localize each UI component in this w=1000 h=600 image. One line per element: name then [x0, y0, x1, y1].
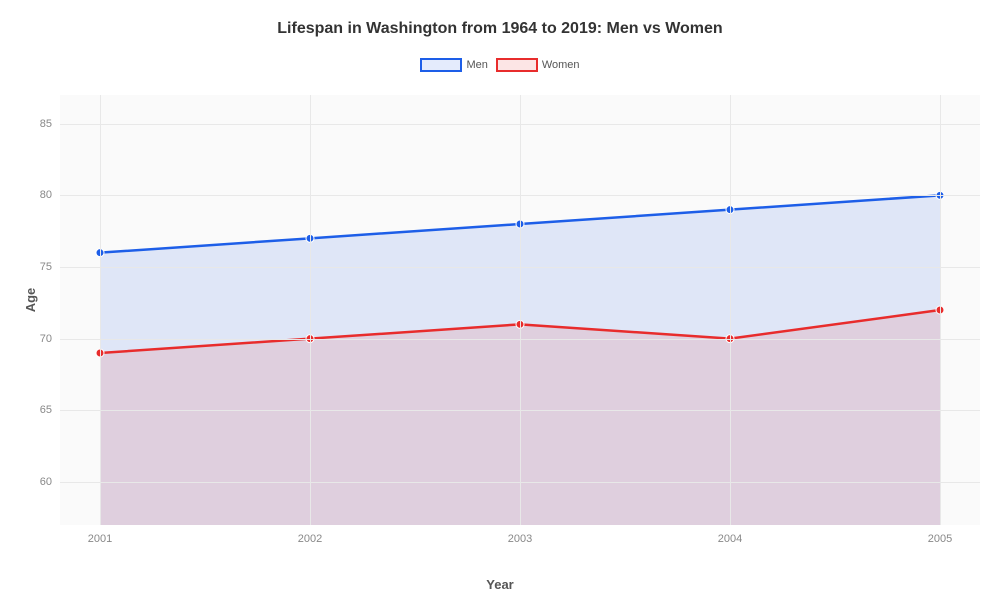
y-tick-label: 75 [12, 261, 52, 273]
y-tick-label: 65 [12, 404, 52, 416]
grid-line-v [310, 95, 311, 525]
y-tick-label: 80 [12, 189, 52, 201]
x-tick-label: 2004 [718, 533, 742, 545]
y-tick-label: 85 [12, 118, 52, 130]
legend-item-men[interactable]: Men [420, 58, 487, 72]
x-tick-label: 2005 [928, 533, 952, 545]
grid-line-v [520, 95, 521, 525]
x-tick-label: 2002 [298, 533, 322, 545]
legend: Men Women [0, 58, 1000, 72]
x-tick-label: 2003 [508, 533, 532, 545]
chart-container: Lifespan in Washington from 1964 to 2019… [0, 0, 1000, 600]
y-tick-label: 70 [12, 333, 52, 345]
legend-label-men: Men [466, 59, 487, 71]
legend-label-women: Women [542, 59, 580, 71]
plot-area [60, 95, 980, 525]
x-tick-label: 2001 [88, 533, 112, 545]
legend-swatch-men [420, 58, 462, 72]
legend-item-women[interactable]: Women [496, 58, 580, 72]
chart-title: Lifespan in Washington from 1964 to 2019… [0, 0, 1000, 38]
grid-line-v [940, 95, 941, 525]
grid-line-v [730, 95, 731, 525]
legend-swatch-women [496, 58, 538, 72]
x-axis-title: Year [486, 577, 513, 592]
grid-line-v [100, 95, 101, 525]
y-tick-label: 60 [12, 476, 52, 488]
y-axis-title: Age [23, 288, 38, 313]
